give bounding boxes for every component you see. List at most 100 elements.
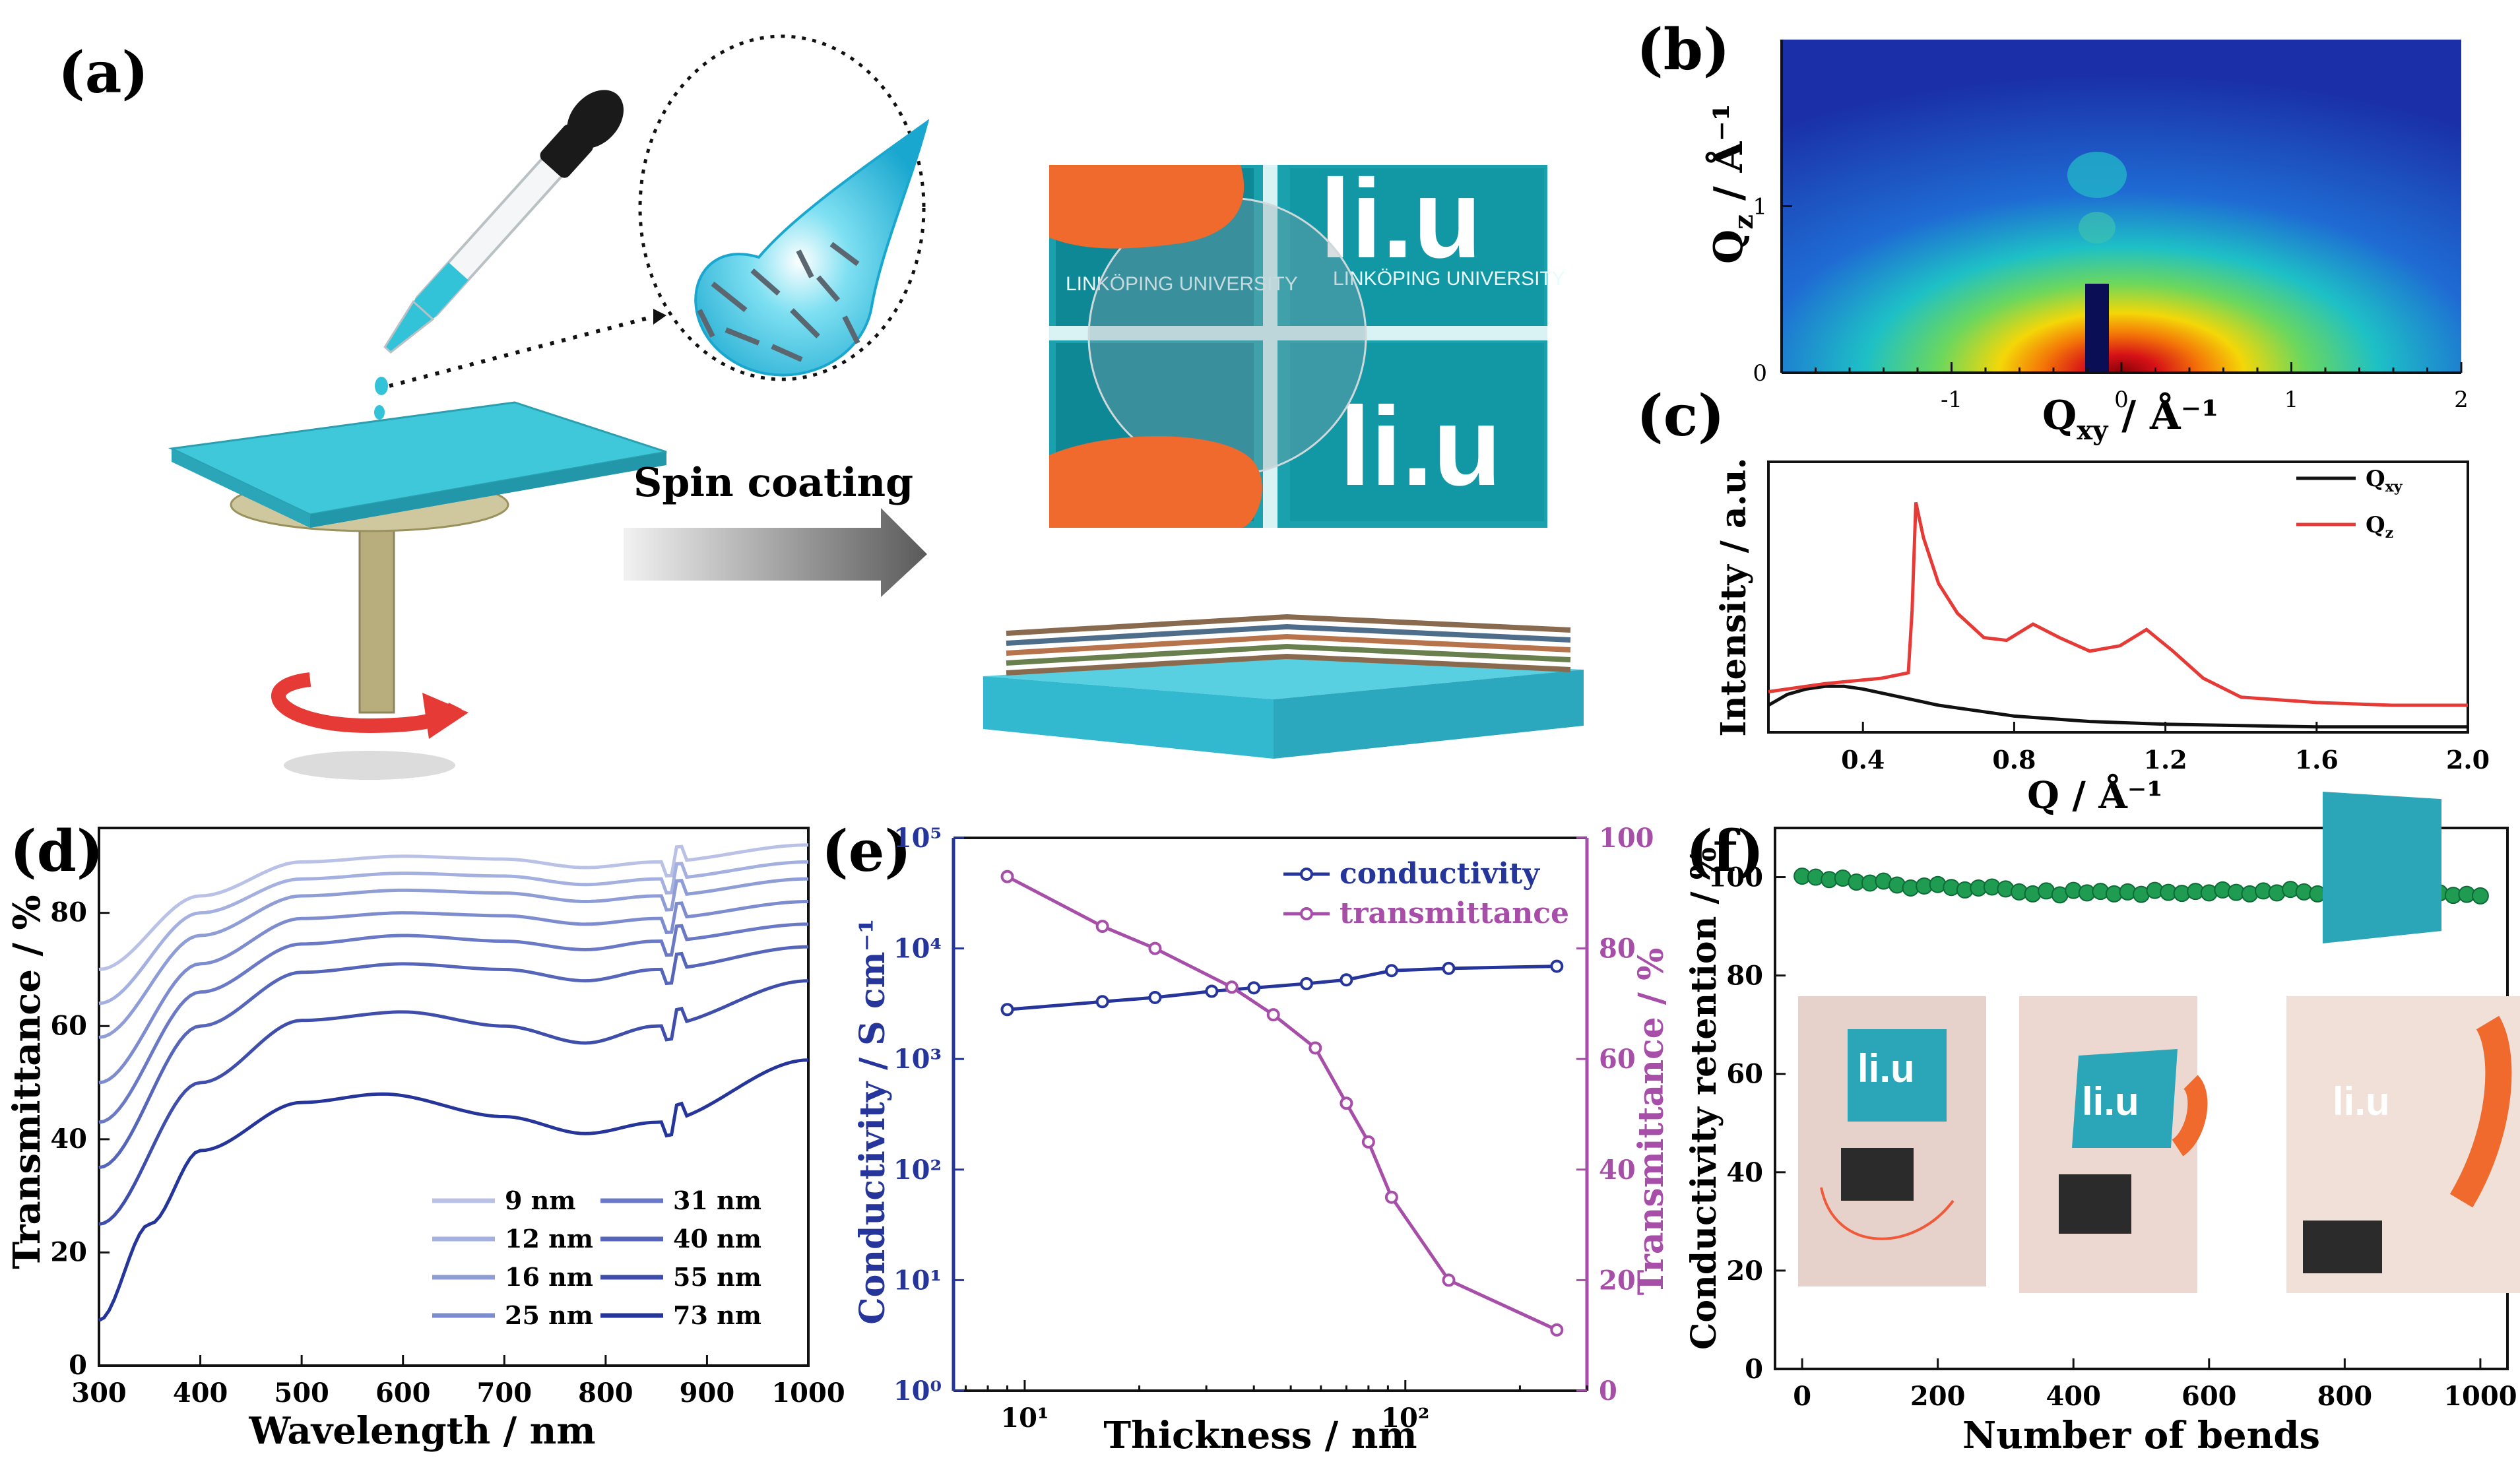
y-axis-label: Conductivity retention / % (1684, 847, 1724, 1350)
data-point (1148, 941, 1162, 955)
series-line (98, 1058, 809, 1322)
spin-coating-label: Spin coating (633, 460, 913, 506)
chart-e: 10¹ 10² 10⁰ 10¹ 10² 10³ 10⁴ 10⁵ 0 20 40 60 80 100 cond… (853, 823, 1671, 1457)
tick-label: 0 (1599, 1376, 1617, 1407)
legend-label: transmittance (1340, 897, 1569, 930)
series-line (98, 877, 809, 1039)
tick-label: 800 (2317, 1381, 2373, 1412)
b-x-ticks: -1 0 1 2 (1780, 362, 2469, 413)
panel-d-letter: (d) (10, 818, 104, 885)
legend-label: 40 nm (673, 1224, 761, 1254)
legend-label-sub: z (2385, 524, 2394, 542)
tick-label: 1000 (2443, 1381, 2517, 1412)
panel-f: (f) 0 200 400 600 800 1000 0 20 40 60 80 100 Number … (1684, 792, 2520, 1457)
y-axis-label: Intensity / a.u. (1714, 457, 1754, 736)
series-line (98, 922, 809, 1124)
data-point (1550, 959, 1564, 973)
tick-label: 1.2 (2144, 745, 2187, 775)
data-point (1095, 995, 1109, 1009)
tick-label: 80 (1726, 961, 1763, 992)
drop (375, 377, 388, 395)
substrate-edge-right (310, 452, 666, 528)
tick-label: 400 (173, 1378, 228, 1409)
tick-label: 10³ (893, 1044, 942, 1075)
tick-label: -1 (1941, 387, 1962, 413)
tick-label: 500 (274, 1378, 329, 1409)
chart-f: 0 200 400 600 800 1000 0 20 40 60 80 100 Number of b… (1684, 827, 2517, 1457)
panel-f-letter: (f) (1686, 818, 1764, 885)
bend-photo-2: li.u (2019, 996, 2208, 1293)
tick-label: 0 (2114, 387, 2129, 413)
series-line (98, 979, 809, 1226)
tick-label: 60 (50, 1010, 87, 1041)
data-point (1308, 1041, 1322, 1055)
giwaxs-intensity (1782, 40, 2461, 373)
panel-d: (d) 300 400 500 600 700 800 900 1000 0 20 40 60 80 9 … (5, 818, 845, 1453)
tick-label: 60 (1726, 1059, 1763, 1090)
x-axis-label: Wavelength / nm (248, 1409, 595, 1453)
tick-label: 0 (1745, 1354, 1763, 1385)
series-line (98, 843, 809, 971)
tick-label: 10⁴ (893, 934, 942, 965)
logo-text: li.u (2082, 1079, 2139, 1124)
logo-text: li.u (1320, 156, 1482, 282)
panel-a: (a) (58, 34, 1584, 780)
data-point (1205, 984, 1219, 998)
tick-label: 400 (2046, 1381, 2101, 1412)
tick-label: 100 (1708, 862, 1764, 893)
legend-label: 31 nm (673, 1186, 761, 1215)
tick-label: 20 (1599, 1265, 1636, 1296)
tick-label: 0 (69, 1350, 87, 1381)
x-axis-label: Q / Å⁻¹ (2027, 773, 2163, 817)
legend-label: 9 nm (505, 1186, 576, 1215)
legend-label-sub: xy (2385, 478, 2403, 495)
series-line (98, 860, 809, 1005)
logo-text: li.u (1340, 384, 1502, 509)
beamstop (2085, 284, 2109, 373)
spindle (358, 500, 395, 714)
series-line (1006, 875, 1558, 1332)
zoom-arrow-head (653, 309, 666, 325)
tick-label: 1.6 (2295, 745, 2339, 775)
data-point (1266, 1008, 1280, 1022)
data-point (1361, 1135, 1375, 1149)
tick-label: 40 (1599, 1155, 1636, 1186)
drop (374, 405, 385, 420)
legend-label: 55 nm (673, 1262, 761, 1292)
bend-photo-3: li.u (2286, 792, 2520, 1293)
data-point (1000, 870, 1014, 883)
logo-text: li.u (2333, 1079, 2390, 1124)
solution-drop (694, 119, 930, 377)
legend-marker (1300, 907, 1313, 920)
plot-frame (98, 827, 810, 1367)
tick-label: 40 (50, 1124, 87, 1155)
panel-e-letter: (e) (822, 818, 911, 885)
series-line (98, 945, 809, 1170)
bend-photo-1: li.u (1798, 996, 1986, 1286)
legend-label: 12 nm (505, 1224, 593, 1254)
tick-label: 10² (1381, 1403, 1429, 1434)
legend-label: 25 nm (505, 1300, 593, 1330)
x-axis-label: Number of bends (1962, 1414, 2320, 1457)
tick-label: 10¹ (1000, 1403, 1049, 1434)
glove (1049, 165, 1244, 249)
logo-text: li.u (1858, 1046, 1915, 1091)
y2-axis-label: Transmittance / % (1631, 948, 1671, 1296)
tick-label: 900 (680, 1378, 735, 1409)
data-point (1095, 920, 1109, 934)
tick-label: 40 (1726, 1157, 1763, 1188)
tick-label: 2.0 (2446, 745, 2490, 775)
tick-label: 700 (477, 1378, 533, 1409)
zoom-line (389, 315, 654, 388)
spin-coater-illustration (168, 90, 667, 780)
university-text: LINKÖPING UNIVERSITY (1333, 268, 1565, 290)
data-point (1442, 961, 1456, 975)
tick-label: 1000 (771, 1378, 845, 1409)
glove (1049, 436, 1262, 528)
tick-label: 200 (1910, 1381, 1966, 1412)
y-axis-label: Transmittance / % (5, 895, 49, 1269)
legend-label: 73 nm (673, 1300, 761, 1330)
rotation-arrow-head (422, 693, 468, 739)
tick-label: 10¹ (893, 1265, 942, 1296)
process-arrow (624, 508, 927, 597)
